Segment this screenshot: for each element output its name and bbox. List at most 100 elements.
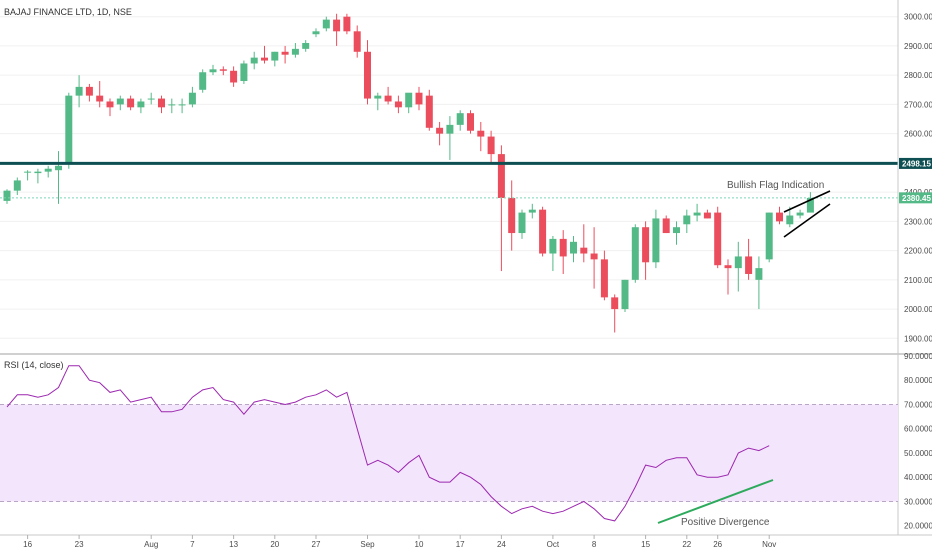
candle-body xyxy=(559,238,567,257)
flag-lower-trendline xyxy=(783,203,831,238)
time-tick-label: 23 xyxy=(75,540,84,549)
price-gridlines xyxy=(0,16,898,339)
time-tick-label: 8 xyxy=(592,540,597,549)
time-tick-label: Aug xyxy=(144,540,158,549)
candle-body xyxy=(776,212,783,222)
last-price-label: 2380.45 xyxy=(902,194,931,203)
candle-body xyxy=(322,19,330,29)
candle-body xyxy=(508,197,516,234)
candle-body xyxy=(642,227,650,263)
candle-body xyxy=(240,63,248,82)
price-tick-label: 2900.00 xyxy=(904,42,932,51)
candle-body xyxy=(250,57,258,64)
candle-body xyxy=(755,268,763,280)
rsi-axis: 20.0000 30.0000 40.0000 50.0000 60.0000 70.00… xyxy=(904,352,932,531)
candle-body xyxy=(55,165,62,171)
candle-body xyxy=(188,92,196,105)
candle-body xyxy=(734,256,742,269)
candle-body xyxy=(631,227,639,280)
price-tick-label: 2000.00 xyxy=(904,305,932,314)
candle-body xyxy=(549,238,557,254)
candle-body xyxy=(394,101,402,108)
candle-body xyxy=(219,69,227,71)
candle-body xyxy=(3,190,11,201)
time-tick-label: 26 xyxy=(713,540,722,549)
time-tick-label: 22 xyxy=(682,540,691,549)
candle-body xyxy=(652,218,660,263)
resistance-price-tag: 2498.15 xyxy=(899,157,932,169)
time-tick-label: 7 xyxy=(190,540,195,549)
price-tick-label: 2300.00 xyxy=(904,217,932,226)
flag-upper-trendline xyxy=(783,190,831,213)
candle-body xyxy=(436,127,444,134)
price-tick-label: 2700.00 xyxy=(904,100,932,109)
candle-body xyxy=(497,154,505,198)
rsi-tick-label: 70.0000 xyxy=(904,400,932,409)
price-tick-label: 2800.00 xyxy=(904,71,932,80)
rsi-line xyxy=(6,365,770,522)
candle-body xyxy=(353,31,361,52)
candle-body xyxy=(425,95,433,128)
candle-body xyxy=(374,95,382,99)
rsi-tick-label: 50.0000 xyxy=(904,449,932,458)
divergence-trendline xyxy=(657,479,774,524)
candle-body xyxy=(477,130,485,137)
price-candles xyxy=(3,13,814,333)
candle-body xyxy=(291,48,299,55)
candle-body xyxy=(611,297,619,310)
time-tick-label: 17 xyxy=(456,540,465,549)
time-tick-label: 10 xyxy=(415,540,424,549)
rsi-tick-label: 40.0000 xyxy=(904,473,932,482)
resistance-price-label: 2498.15 xyxy=(902,159,931,168)
candle-body xyxy=(765,212,773,260)
candle-body xyxy=(745,256,753,274)
candle-body xyxy=(333,19,341,32)
candle-body xyxy=(343,16,351,32)
candle-body xyxy=(13,180,21,191)
candle-body xyxy=(384,95,392,102)
candle-body xyxy=(600,259,608,298)
candle-body xyxy=(75,86,83,96)
candle-body xyxy=(137,101,145,108)
candle-body xyxy=(364,51,371,99)
candle-body xyxy=(178,104,186,106)
candle-body xyxy=(261,57,268,61)
rsi-tick-label: 30.0000 xyxy=(904,497,932,506)
time-tick-label: Nov xyxy=(762,540,776,549)
candle-body xyxy=(147,98,155,100)
candle-body xyxy=(85,86,93,96)
candle-body xyxy=(34,171,42,174)
candle-body xyxy=(65,95,73,165)
candle-body xyxy=(806,197,814,213)
candle-body xyxy=(621,279,629,310)
candle-body xyxy=(281,51,289,55)
candle-body xyxy=(446,124,454,134)
chart-title: BAJAJ FINANCE LTD, 1D, NSE xyxy=(4,7,132,17)
candle-body xyxy=(168,104,176,106)
candle-body xyxy=(786,215,794,225)
candle-body xyxy=(127,98,135,108)
price-tick-label: 2600.00 xyxy=(904,130,932,139)
candle-body xyxy=(209,69,217,73)
last-price-tag: 2380.45 xyxy=(899,192,932,204)
price-tick-label: 3000.00 xyxy=(904,13,932,22)
candle-body xyxy=(230,70,238,83)
candle-body xyxy=(312,31,320,35)
candle-body xyxy=(796,212,804,216)
candle-body xyxy=(590,253,598,260)
flag-annotation: Bullish Flag Indication xyxy=(727,180,824,191)
time-tick-label: 15 xyxy=(641,540,650,549)
rsi-title: RSI (14, close) xyxy=(4,360,64,370)
candle-body xyxy=(570,241,577,254)
time-tick-label: 24 xyxy=(497,540,506,549)
price-tick-label: 2100.00 xyxy=(904,276,932,285)
candle-body xyxy=(271,51,279,61)
candle-body xyxy=(302,43,310,49)
time-tick-label: 20 xyxy=(270,540,279,549)
candle-body xyxy=(158,98,165,108)
candle-body xyxy=(415,92,423,105)
rsi-tick-label: 20.0000 xyxy=(904,522,932,531)
time-tick-label: 16 xyxy=(23,540,32,549)
candle-body xyxy=(405,92,413,108)
